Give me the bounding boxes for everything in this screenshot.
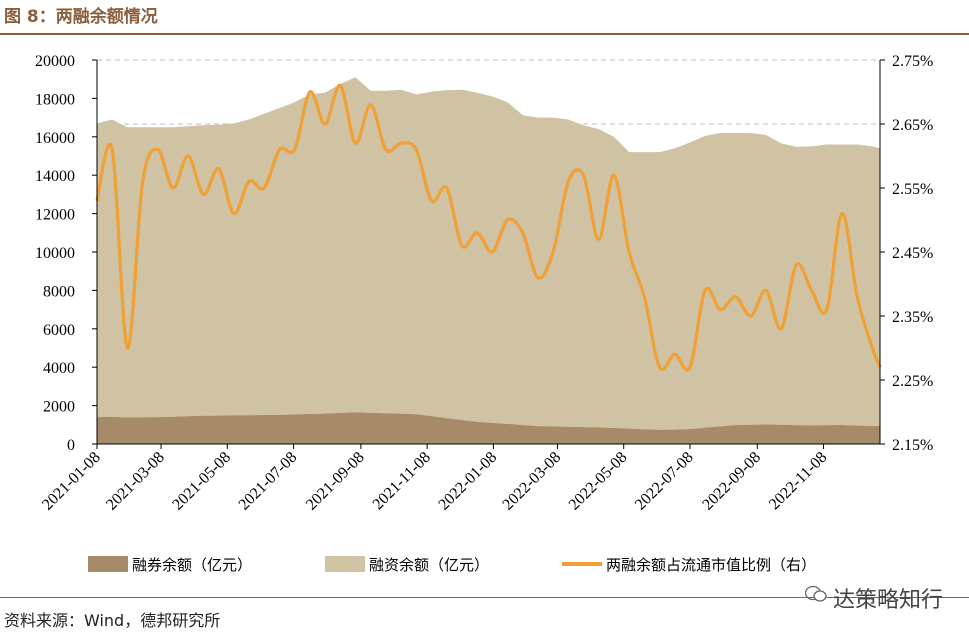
area-series [97,77,880,444]
y-right-tick-label: 2.25% [892,373,933,390]
y-right-tick-label: 2.55% [892,181,933,198]
area-margin-short [97,412,880,444]
x-tick-labels: 2021-01-08 2021-03-08 2021-05-08 2021-07-08… [39,449,830,514]
figure-title: 图 8：两融余额情况 [4,7,158,27]
line-ratio [95,83,882,372]
y-left-tick-label: 16000 [35,130,75,147]
x-tick-label: 2022-03-08 [499,449,564,514]
wechat-icon [805,585,827,602]
line-series [95,83,882,372]
x-tick-label: 2021-03-08 [103,449,168,514]
y-left-tick-label: 14000 [35,168,75,185]
x-tick-label: 2022-09-08 [699,449,764,514]
legend-label: 融券余额（亿元） [132,556,252,574]
x-tick-label: 2022-01-08 [435,449,500,514]
y-left-tick-label: 8000 [43,283,75,300]
x-tick-label: 2021-05-08 [169,449,234,514]
legend-label: 融资余额（亿元） [369,556,489,574]
source-note: 资料来源：Wind，德邦研究所 [4,611,221,630]
y-right-tick-labels: 2.15% 2.25% 2.35% 2.45% 2.55% 2.65% 2.75% [892,53,933,454]
watermark: 达策略知行 [832,588,943,613]
legend-label: 两融余额占流通市值比例（右） [606,556,816,574]
y-left-tick-label: 12000 [35,207,75,224]
margin-balance-chart: 0 2000 4000 6000 8000 10000 12000 14000 16000 180… [35,53,933,574]
x-tick-label: 2022-11-08 [766,449,830,513]
x-tick-label: 2021-07-08 [236,449,301,514]
x-tick-label: 2021-11-08 [370,449,434,513]
y-left-tick-label: 6000 [43,322,75,339]
y-left-tick-label: 4000 [43,360,75,377]
y-left-tick-label: 10000 [35,245,75,262]
y-right-tick-label: 2.45% [892,245,933,262]
y-right-tick-label: 2.65% [892,117,933,134]
y-left-tick-label: 20000 [35,53,75,70]
bottom-rule [0,597,969,598]
x-tick-label: 2021-09-08 [303,449,368,514]
x-tick-label: 2022-05-08 [566,449,631,514]
x-tick-label: 2022-07-08 [632,449,697,514]
y-right-tick-label: 2.15% [892,437,933,454]
y-left-tick-label: 0 [67,437,75,454]
legend-swatch [88,556,128,572]
y-right-tick-label: 2.35% [892,309,933,326]
axes [92,59,885,449]
legend: 融券余额（亿元） 融资余额（亿元） 两融余额占流通市值比例（右） [88,556,816,574]
area-margin-financing [97,77,880,430]
legend-swatch [325,556,365,572]
y-right-tick-label: 2.75% [892,53,933,70]
y-left-tick-label: 2000 [43,399,75,416]
x-tick-label: 2021-01-08 [39,449,104,514]
y-left-tick-labels: 0 2000 4000 6000 8000 10000 12000 14000 16000 180… [35,53,75,454]
top-rule [0,33,969,35]
y-left-tick-label: 18000 [35,91,75,108]
